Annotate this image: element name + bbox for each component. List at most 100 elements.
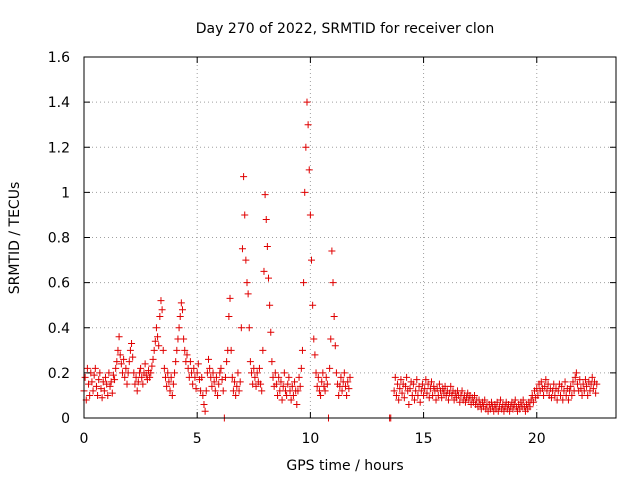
- data-point: [180, 335, 188, 343]
- data-point: [332, 369, 340, 377]
- data-point: [335, 391, 343, 399]
- data-point: [152, 324, 160, 332]
- data-point: [331, 342, 339, 350]
- data-point: [303, 98, 311, 106]
- data-point: [189, 380, 197, 388]
- x-tick-label: 5: [193, 431, 202, 447]
- data-point: [226, 294, 234, 302]
- data-point: [102, 373, 110, 381]
- data-point: [100, 387, 108, 395]
- data-point: [329, 279, 337, 287]
- data-points: [80, 98, 601, 422]
- data-point: [147, 369, 155, 377]
- data-point: [519, 396, 527, 404]
- data-point: [409, 380, 417, 388]
- data-point: [568, 391, 576, 399]
- data-point: [422, 376, 430, 384]
- data-point: [310, 335, 318, 343]
- data-point: [186, 358, 194, 366]
- data-point: [593, 380, 601, 388]
- data-point: [390, 387, 398, 395]
- data-point: [112, 364, 120, 372]
- data-point: [210, 378, 218, 386]
- data-point: [108, 389, 116, 397]
- data-point: [234, 369, 242, 377]
- data-point: [481, 396, 489, 404]
- data-point: [427, 378, 435, 386]
- data-point: [284, 380, 292, 388]
- data-point: [177, 299, 185, 307]
- data-point: [86, 391, 94, 399]
- data-point: [129, 353, 137, 361]
- data-point: [262, 215, 270, 223]
- data-point: [191, 373, 199, 381]
- y-tick-label: 1: [61, 185, 70, 201]
- data-point: [435, 380, 443, 388]
- y-tick-label: 1.4: [48, 95, 70, 111]
- data-point: [94, 391, 102, 399]
- chart-title: Day 270 of 2022, SRMTID for receiver clo…: [196, 21, 494, 37]
- data-point: [243, 279, 251, 287]
- data-point: [340, 369, 348, 377]
- data-point: [128, 340, 136, 348]
- data-point: [166, 387, 174, 395]
- data-point: [88, 378, 96, 386]
- data-point: [151, 337, 159, 345]
- data-point: [181, 346, 189, 354]
- data-point: [401, 382, 409, 390]
- y-tick-label: 0.4: [48, 321, 70, 337]
- data-point: [167, 373, 175, 381]
- data-point: [104, 391, 112, 399]
- data-point: [83, 364, 91, 372]
- data-point: [255, 364, 263, 372]
- data-point: [564, 396, 572, 404]
- data-point: [232, 391, 240, 399]
- data-point: [317, 391, 325, 399]
- data-point: [392, 391, 400, 399]
- y-tick-label: 1.6: [48, 50, 70, 66]
- data-point: [309, 301, 317, 309]
- data-point: [176, 312, 184, 320]
- data-point: [211, 387, 219, 395]
- data-point: [291, 378, 299, 386]
- y-tick-label: 0.6: [48, 276, 70, 292]
- data-point: [396, 385, 404, 393]
- data-point: [217, 364, 225, 372]
- data-point: [289, 391, 297, 399]
- data-point: [241, 211, 249, 219]
- data-point: [244, 290, 252, 298]
- x-tick-labels: 0 5 10 15 20: [80, 431, 546, 447]
- data-point: [251, 373, 259, 381]
- data-point: [294, 387, 302, 395]
- data-point: [202, 387, 210, 395]
- data-point: [95, 376, 103, 384]
- data-point: [183, 351, 191, 359]
- data-point: [328, 247, 336, 255]
- data-point: [278, 396, 286, 404]
- y-tick-label: 0.8: [48, 231, 70, 247]
- data-point: [571, 373, 579, 381]
- data-point: [236, 378, 244, 386]
- data-point: [81, 373, 89, 381]
- data-point: [253, 369, 261, 377]
- data-point: [266, 301, 274, 309]
- data-point: [321, 387, 329, 395]
- data-point: [223, 358, 231, 366]
- data-point: [91, 364, 99, 372]
- data-point: [245, 324, 253, 332]
- data-point: [168, 391, 176, 399]
- data-point: [237, 324, 245, 332]
- data-point: [260, 267, 268, 275]
- data-point: [120, 355, 128, 363]
- data-point: [171, 369, 179, 377]
- data-point: [423, 389, 431, 397]
- data-point: [227, 346, 235, 354]
- data-point: [126, 346, 134, 354]
- data-point: [201, 407, 209, 415]
- data-point: [117, 360, 125, 368]
- data-point: [106, 382, 114, 390]
- data-point: [165, 378, 173, 386]
- data-point: [275, 373, 283, 381]
- data-point: [194, 360, 202, 368]
